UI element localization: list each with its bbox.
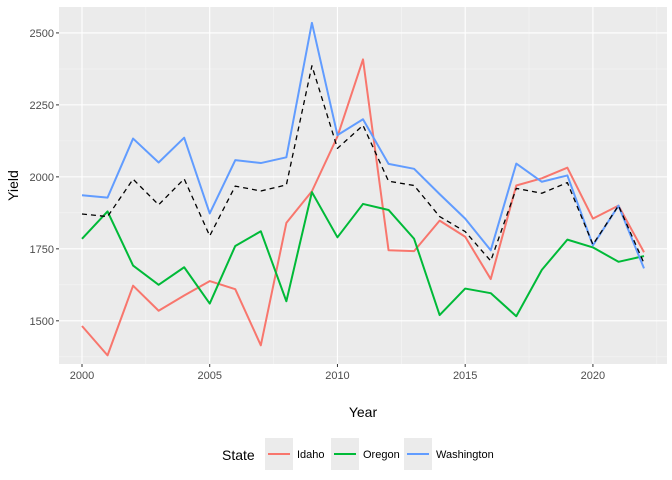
y-tick-label: 1750 — [30, 244, 54, 256]
y-tick-label: 2500 — [30, 28, 54, 40]
x-axis-title: Year — [349, 404, 378, 420]
legend: State Idaho Oregon Washington — [222, 438, 494, 470]
y-tick-label: 2250 — [30, 100, 54, 112]
grid-major — [59, 7, 667, 364]
grid-minor — [59, 7, 667, 364]
x-tick-label: 2020 — [581, 370, 605, 382]
series-layer — [81, 21, 645, 357]
legend-label-idaho: Idaho — [297, 449, 325, 461]
y-tick-labels: 1500 1750 2000 2250 2500 — [30, 28, 54, 328]
x-tick-label: 2010 — [325, 370, 349, 382]
legend-items: Idaho Oregon Washington — [265, 438, 494, 470]
series-line-washington — [81, 21, 645, 269]
x-tick-labels: 2000 2005 2010 2015 2020 — [70, 370, 605, 382]
series-line-idaho — [81, 58, 645, 357]
x-tick-label: 2005 — [197, 370, 221, 382]
legend-label-washington: Washington — [436, 449, 494, 461]
x-tick-label: 2000 — [70, 370, 94, 382]
legend-title: State — [222, 447, 255, 463]
axis-ticks — [56, 32, 594, 367]
x-tick-label: 2015 — [453, 370, 477, 382]
y-tick-label: 2000 — [30, 172, 54, 184]
series-line-average — [81, 65, 645, 264]
y-axis-title: Yield — [5, 170, 21, 201]
y-tick-label: 1500 — [30, 316, 54, 328]
series-line-oregon — [81, 191, 645, 318]
legend-label-oregon: Oregon — [363, 449, 400, 461]
